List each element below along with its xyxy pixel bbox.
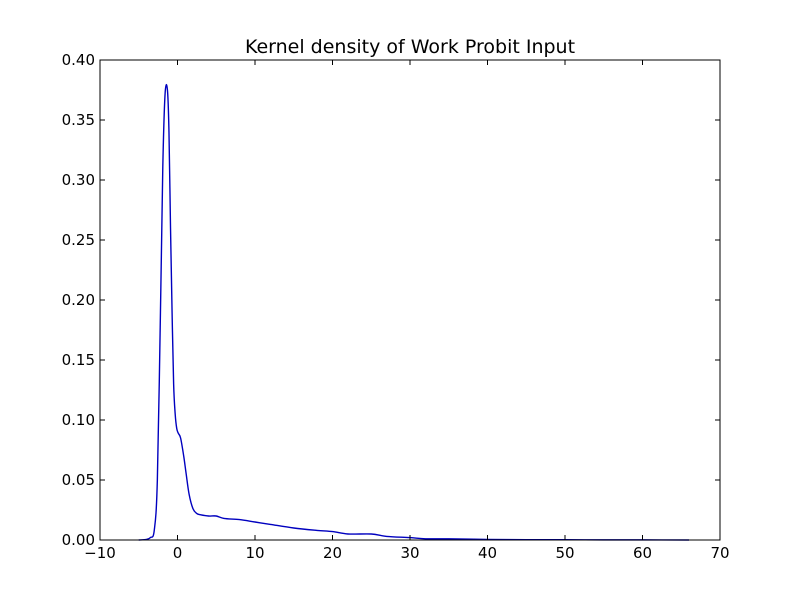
x-tick-label: 70 — [710, 544, 729, 562]
x-tick-label: 20 — [323, 544, 342, 562]
y-tick-label: 0.40 — [62, 51, 95, 69]
y-tick-label: 0.05 — [62, 471, 95, 489]
x-tick-label: 50 — [555, 544, 574, 562]
y-tick-label: 0.00 — [62, 531, 95, 549]
x-tick-label: 30 — [400, 544, 419, 562]
chart-title: Kernel density of Work Probit Input — [245, 36, 575, 58]
x-tick-label: 40 — [478, 544, 497, 562]
y-tick-label: 0.15 — [62, 351, 95, 369]
axes: −10 0 10 20 30 40 50 60 70 0.00 0.05 0.10 0.15 0.20 0.… — [62, 51, 730, 562]
x-tick-label: 0 — [173, 544, 183, 562]
y-tick-label: 0.35 — [62, 111, 95, 129]
y-tick-label: 0.25 — [62, 231, 95, 249]
y-tick-label: 0.30 — [62, 171, 95, 189]
y-tick-label: 0.20 — [62, 291, 95, 309]
axes-frame — [99, 59, 721, 541]
y-tick-label: 0.10 — [62, 411, 95, 429]
density-line-0 — [138, 83, 690, 541]
x-tick-label: 60 — [633, 544, 652, 562]
plot-area — [138, 83, 690, 541]
x-tick-label: 10 — [245, 544, 264, 562]
x-tick-label: −10 — [84, 544, 116, 562]
